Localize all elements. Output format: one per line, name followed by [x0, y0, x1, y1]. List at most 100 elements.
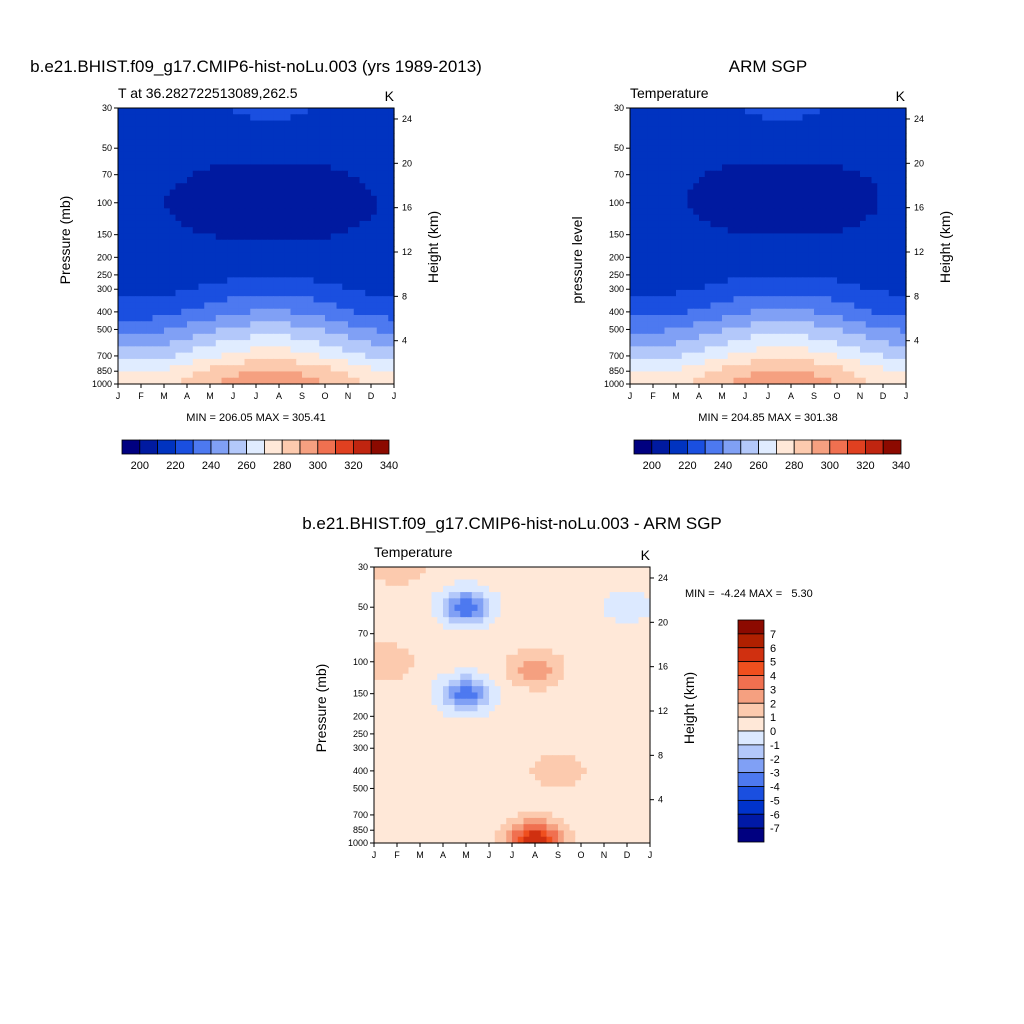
- obs-field-cell: [831, 108, 838, 115]
- obs-field-cell: [630, 214, 637, 222]
- model-field-cell: [187, 296, 194, 304]
- model-field-cell: [284, 183, 292, 191]
- model-field-cell: [227, 340, 234, 347]
- obs-field-cell: [802, 264, 809, 272]
- obs-field-cell: [848, 177, 855, 184]
- model-field-cell: [325, 289, 332, 297]
- model-field-cell: [118, 365, 125, 373]
- obs-field-cell: [722, 283, 729, 291]
- model-field-cell: [307, 108, 315, 115]
- diff-field-cell: [517, 617, 525, 625]
- obs-field-cell: [888, 352, 896, 360]
- model-field-cell: [302, 177, 309, 184]
- model-field-cell: [118, 315, 125, 322]
- obs-field-cell: [768, 258, 775, 266]
- obs-field-cell: [664, 170, 671, 178]
- obs-field-cell: [727, 164, 735, 172]
- diff-field-cell: [414, 567, 421, 574]
- obs-field-cell: [647, 246, 654, 253]
- model-field-cell: [267, 252, 274, 260]
- obs-field-cell: [745, 145, 752, 153]
- obs-field-cell: [727, 239, 735, 247]
- obs-field-cell: [773, 145, 781, 153]
- obs-month-tick-label: M: [672, 391, 680, 401]
- model-field-cell: [348, 120, 355, 128]
- obs-field-cell: [733, 365, 740, 373]
- diff-field-cell: [489, 592, 496, 599]
- obs-field-cell: [854, 195, 861, 203]
- diff-field-cell: [598, 629, 605, 637]
- obs-field-cell: [779, 220, 786, 228]
- obs-field-cell: [676, 371, 683, 379]
- model-field-cell: [118, 120, 125, 128]
- model-field-cell: [371, 120, 378, 128]
- obs-field-cell: [716, 239, 723, 247]
- obs-field-cell: [745, 239, 752, 247]
- model-field-cell: [256, 346, 263, 354]
- model-field-cell: [348, 133, 355, 140]
- model-field-cell: [336, 302, 343, 310]
- obs-field-cell: [871, 346, 878, 354]
- obs-field-cell: [699, 183, 706, 191]
- obs-field-cell: [860, 214, 867, 222]
- obs-field-cell: [722, 252, 729, 260]
- obs-field-cell: [681, 183, 689, 191]
- obs-field-cell: [854, 365, 861, 373]
- obs-field-cell: [848, 133, 855, 140]
- obs-field-cell: [716, 321, 723, 329]
- obs-field-cell: [693, 151, 700, 159]
- model-field-cell: [296, 258, 303, 266]
- model-field-cell: [290, 126, 297, 134]
- obs-field-cell: [630, 271, 637, 278]
- model-field-cell: [313, 195, 320, 203]
- obs-colorbar: 200 220 240 260 280 300 320 340: [633, 439, 910, 472]
- diff-field-cell: [385, 629, 392, 637]
- diff-field-cell: [397, 617, 404, 625]
- model-field-cell: [313, 120, 320, 128]
- obs-field-cell: [693, 371, 700, 379]
- model-field-cell: [141, 227, 148, 235]
- model-field-cell: [175, 315, 182, 322]
- obs-field-cell: [704, 227, 712, 235]
- model-field-cell: [376, 151, 384, 159]
- diff-field-cell: [615, 573, 622, 581]
- obs-field-cell: [865, 289, 873, 297]
- model-field-cell: [135, 145, 142, 153]
- model-field-cell: [302, 289, 309, 297]
- model-field-cell: [152, 371, 159, 379]
- model-field-cell: [118, 321, 125, 329]
- obs-field-cell: [693, 252, 700, 260]
- model-field-cell: [365, 145, 372, 153]
- model-field-cell: [187, 377, 194, 385]
- model-field-cell: [319, 321, 326, 329]
- obs-field-cell: [773, 246, 781, 253]
- model-field-cell: [187, 189, 194, 197]
- model-field-cell: [123, 133, 131, 140]
- diff-field-cell: [563, 573, 571, 581]
- model-field-cell: [158, 352, 165, 360]
- model-field-cell: [307, 327, 315, 335]
- model-field-cell: [129, 371, 136, 379]
- obs-field-cell: [699, 365, 706, 373]
- obs-field-cell: [819, 126, 827, 134]
- model-field-cell: [342, 258, 349, 266]
- model-field-cell: [261, 358, 269, 366]
- model-field-cell: [158, 358, 165, 366]
- obs-field-cell: [716, 233, 723, 241]
- obs-field-cell: [676, 321, 683, 329]
- model-field-cell: [307, 183, 315, 191]
- model-field-cell: [302, 202, 309, 209]
- obs-field-cell: [687, 183, 694, 191]
- obs-field-cell: [791, 308, 798, 316]
- obs-field-cell: [745, 289, 752, 297]
- obs-field-cell: [808, 189, 815, 197]
- model-field-cell: [319, 177, 326, 184]
- model-field-cell: [302, 170, 309, 178]
- model-field-cell: [181, 308, 188, 316]
- obs-field-cell: [773, 327, 781, 335]
- diff-field-cell: [408, 610, 415, 618]
- obs-field-cell: [681, 220, 689, 228]
- model-field-cell: [342, 208, 349, 216]
- obs-field-cell: [900, 252, 907, 260]
- model-colorbar-label: 260: [237, 460, 255, 472]
